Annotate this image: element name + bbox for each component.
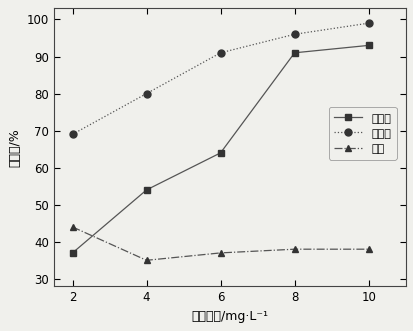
赤铁矿 [218, 51, 223, 55]
石英 [144, 258, 149, 262]
赤铁矿 [70, 132, 75, 136]
石英 [218, 251, 223, 255]
Line: 磁铁矿: 磁铁矿 [69, 42, 371, 257]
赤铁矿 [292, 32, 297, 36]
Line: 赤铁矿: 赤铁矿 [69, 20, 371, 138]
磁铁矿 [365, 43, 370, 47]
石英 [365, 247, 370, 251]
Y-axis label: 回收率/%: 回收率/% [8, 128, 21, 167]
X-axis label: 淀粉用量/mg·L⁻¹: 淀粉用量/mg·L⁻¹ [191, 310, 268, 323]
磁铁矿 [292, 51, 297, 55]
赤铁矿 [365, 21, 370, 25]
Legend: 磁铁矿, 赤铁矿, 石英: 磁铁矿, 赤铁矿, 石英 [328, 107, 396, 160]
石英 [292, 247, 297, 251]
赤铁矿 [144, 92, 149, 96]
磁铁矿 [144, 188, 149, 192]
石英 [70, 225, 75, 229]
Line: 石英: 石英 [69, 223, 371, 264]
磁铁矿 [70, 251, 75, 255]
磁铁矿 [218, 151, 223, 155]
